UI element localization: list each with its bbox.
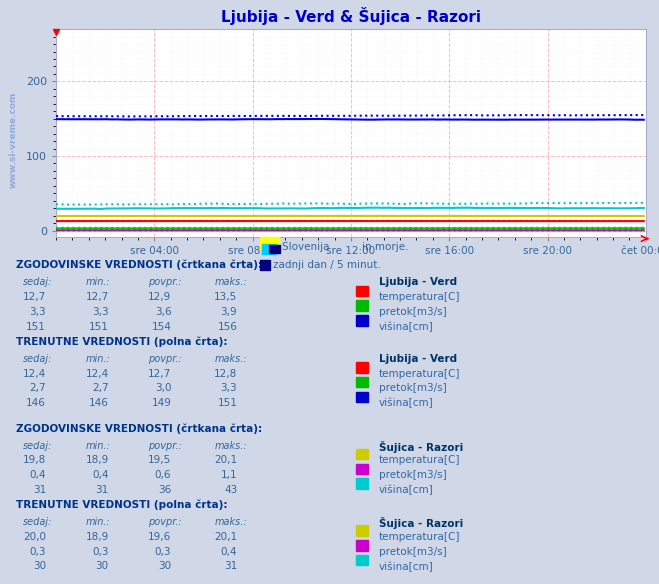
Text: sedaj:: sedaj: — [23, 354, 53, 364]
Text: 2,7: 2,7 — [92, 383, 109, 393]
Text: pretok[m3/s]: pretok[m3/s] — [379, 470, 447, 480]
Text: sedaj:: sedaj: — [23, 517, 53, 527]
Title: Ljubija - Verd & Šujica - Razori: Ljubija - Verd & Šujica - Razori — [221, 7, 481, 25]
Text: višina[cm]: višina[cm] — [379, 322, 434, 332]
Text: www.si-vreme.com: www.si-vreme.com — [9, 92, 18, 189]
Text: maks.:: maks.: — [214, 277, 247, 287]
Text: 30: 30 — [158, 561, 171, 571]
Text: temperatura[C]: temperatura[C] — [379, 456, 461, 465]
Text: Šujica - Razori: Šujica - Razori — [379, 441, 463, 453]
Text: 31: 31 — [224, 561, 237, 571]
Text: 43: 43 — [224, 485, 237, 495]
Text: Ljubija - Verd: Ljubija - Verd — [379, 277, 457, 287]
Text: 3,3: 3,3 — [30, 307, 46, 317]
Text: 3,3: 3,3 — [221, 383, 237, 393]
Text: 31: 31 — [96, 485, 109, 495]
Text: ZGODOVINSKE VREDNOSTI (črtkana črta):: ZGODOVINSKE VREDNOSTI (črtkana črta): — [16, 260, 262, 270]
Text: Ljubija - Verd: Ljubija - Verd — [379, 354, 457, 364]
Text: 20,1: 20,1 — [214, 456, 237, 465]
Text: temperatura[C]: temperatura[C] — [379, 369, 461, 378]
Text: min.:: min.: — [86, 517, 111, 527]
Text: 19,8: 19,8 — [23, 456, 46, 465]
Text: 0,6: 0,6 — [155, 470, 171, 480]
Text: višina[cm]: višina[cm] — [379, 398, 434, 408]
Text: zadnji dan / 5 minut.: zadnji dan / 5 minut. — [273, 260, 382, 270]
Text: min.:: min.: — [86, 354, 111, 364]
Text: višina[cm]: višina[cm] — [379, 561, 434, 572]
Text: pretok[m3/s]: pretok[m3/s] — [379, 383, 447, 393]
Text: maks.:: maks.: — [214, 441, 247, 451]
Text: Slovenija          in morje.: Slovenija in morje. — [282, 242, 409, 252]
Text: 149: 149 — [152, 398, 171, 408]
Text: 154: 154 — [152, 322, 171, 332]
Text: 1,1: 1,1 — [221, 470, 237, 480]
Text: 3,0: 3,0 — [155, 383, 171, 393]
Text: 18,9: 18,9 — [86, 532, 109, 542]
Text: 146: 146 — [89, 398, 109, 408]
Text: višina[cm]: višina[cm] — [379, 485, 434, 495]
Text: 12,4: 12,4 — [23, 369, 46, 378]
Text: 18,9: 18,9 — [86, 456, 109, 465]
Text: 12,7: 12,7 — [148, 369, 171, 378]
Text: 146: 146 — [26, 398, 46, 408]
Text: 20,1: 20,1 — [214, 532, 237, 542]
Text: povpr.:: povpr.: — [148, 354, 182, 364]
Text: 0,3: 0,3 — [30, 547, 46, 557]
Text: povpr.:: povpr.: — [148, 517, 182, 527]
Text: 2,7: 2,7 — [30, 383, 46, 393]
Text: 3,6: 3,6 — [155, 307, 171, 317]
Text: 19,6: 19,6 — [148, 532, 171, 542]
Text: 12,9: 12,9 — [148, 292, 171, 302]
Text: 151: 151 — [89, 322, 109, 332]
Text: 0,4: 0,4 — [30, 470, 46, 480]
Text: 19,5: 19,5 — [148, 456, 171, 465]
Text: pretok[m3/s]: pretok[m3/s] — [379, 307, 447, 317]
Text: 30: 30 — [96, 561, 109, 571]
Text: 36: 36 — [158, 485, 171, 495]
Text: TRENUTNE VREDNOSTI (polna črta):: TRENUTNE VREDNOSTI (polna črta): — [16, 499, 228, 510]
Text: ZGODOVINSKE VREDNOSTI (črtkana črta):: ZGODOVINSKE VREDNOSTI (črtkana črta): — [16, 423, 262, 434]
Text: 0,4: 0,4 — [92, 470, 109, 480]
Text: 3,3: 3,3 — [92, 307, 109, 317]
Text: 151: 151 — [26, 322, 46, 332]
Text: 0,4: 0,4 — [221, 547, 237, 557]
Text: min.:: min.: — [86, 441, 111, 451]
Text: 13,5: 13,5 — [214, 292, 237, 302]
Text: 30: 30 — [33, 561, 46, 571]
Text: 3,9: 3,9 — [221, 307, 237, 317]
Text: 151: 151 — [217, 398, 237, 408]
Text: 20,0: 20,0 — [23, 532, 46, 542]
Text: povpr.:: povpr.: — [148, 277, 182, 287]
Text: sedaj:: sedaj: — [23, 277, 53, 287]
Text: 0,3: 0,3 — [92, 547, 109, 557]
Text: 12,7: 12,7 — [23, 292, 46, 302]
Text: TRENUTNE VREDNOSTI (polna črta):: TRENUTNE VREDNOSTI (polna črta): — [16, 336, 228, 347]
Text: sedaj:: sedaj: — [23, 441, 53, 451]
Text: 12,4: 12,4 — [86, 369, 109, 378]
Text: 31: 31 — [33, 485, 46, 495]
Text: 156: 156 — [217, 322, 237, 332]
Text: Šujica - Razori: Šujica - Razori — [379, 517, 463, 529]
Text: 0,3: 0,3 — [155, 547, 171, 557]
Text: temperatura[C]: temperatura[C] — [379, 532, 461, 542]
Text: povpr.:: povpr.: — [148, 441, 182, 451]
Text: maks.:: maks.: — [214, 354, 247, 364]
Text: maks.:: maks.: — [214, 517, 247, 527]
Text: 12,8: 12,8 — [214, 369, 237, 378]
Text: 12,7: 12,7 — [86, 292, 109, 302]
Text: min.:: min.: — [86, 277, 111, 287]
Text: pretok[m3/s]: pretok[m3/s] — [379, 547, 447, 557]
Text: temperatura[C]: temperatura[C] — [379, 292, 461, 302]
